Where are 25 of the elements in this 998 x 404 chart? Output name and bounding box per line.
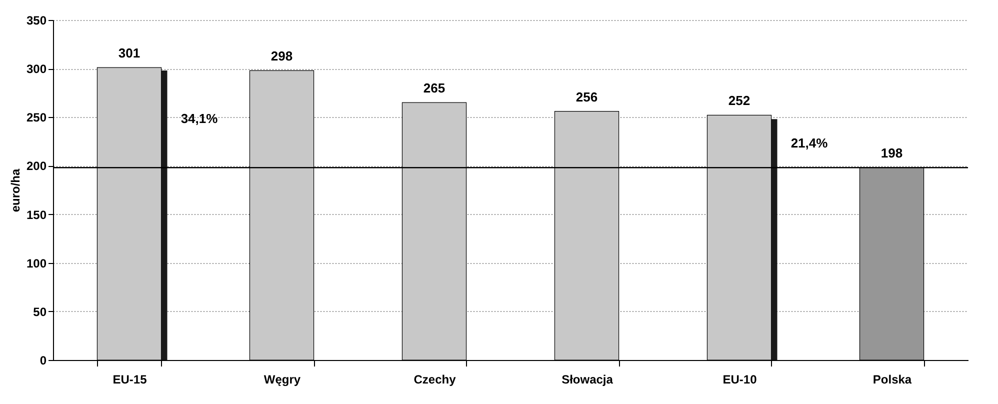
bar [161, 70, 168, 360]
x-tick-label: Słowacja [562, 372, 614, 386]
data-label: 298 [270, 48, 293, 64]
data-label: 301 [118, 46, 140, 61]
x-tick-label: Czechy [414, 372, 456, 386]
y-tick-label: 0 [40, 354, 47, 368]
y-tick-label: 350 [26, 14, 47, 28]
y-tick-label: 100 [26, 256, 47, 270]
x-tick-label: EU-10 [722, 372, 758, 386]
y-tick-label: 200 [26, 159, 47, 174]
annotation: 21,4% [790, 135, 828, 150]
data-label: 256 [576, 89, 598, 104]
bar [771, 119, 778, 360]
x-tick-label: Węgry [264, 372, 301, 386]
data-label: 198 [880, 146, 903, 161]
x-tick-label: Polska [872, 372, 912, 386]
data-label: 265 [423, 80, 446, 96]
y-tick-label: 300 [26, 62, 47, 76]
x-tick-label: EU-15 [112, 372, 148, 386]
annotation: 34,1% [180, 111, 218, 126]
y-tick-label: 50 [33, 304, 47, 319]
y-axis-title: euro/ha [8, 168, 22, 212]
data-label: 252 [728, 93, 750, 108]
y-tick-label: 150 [26, 208, 47, 222]
y-tick-label: 250 [26, 110, 47, 125]
